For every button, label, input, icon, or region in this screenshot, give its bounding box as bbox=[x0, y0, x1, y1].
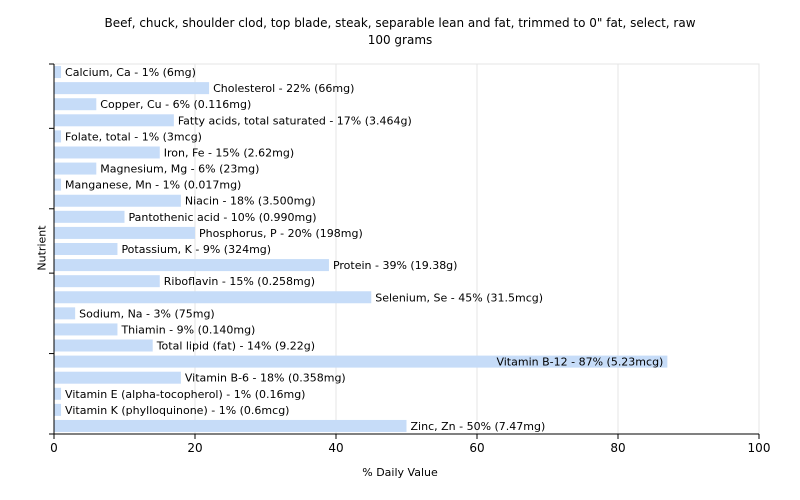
bar bbox=[54, 387, 62, 400]
data-label: Cholesterol - 22% (66mg) bbox=[213, 82, 354, 95]
bar bbox=[54, 114, 174, 127]
bar bbox=[54, 146, 160, 159]
bar bbox=[54, 130, 62, 143]
bar bbox=[54, 226, 195, 239]
x-axis-label: % Daily Value bbox=[362, 466, 438, 479]
data-label: Thiamin - 9% (0.140mg) bbox=[120, 323, 255, 336]
bar bbox=[54, 259, 329, 272]
bar bbox=[54, 371, 181, 384]
data-label: Magnesium, Mg - 6% (23mg) bbox=[100, 163, 259, 176]
data-label: Total lipid (fat) - 14% (9.22g) bbox=[156, 340, 315, 353]
bar bbox=[54, 66, 62, 79]
bar bbox=[54, 98, 97, 111]
data-label: Copper, Cu - 6% (0.116mg) bbox=[100, 98, 251, 111]
data-label: Fatty acids, total saturated - 17% (3.46… bbox=[178, 114, 412, 127]
bar bbox=[54, 82, 210, 95]
data-label: Selenium, Se - 45% (31.5mcg) bbox=[375, 291, 543, 304]
data-label: Niacin - 18% (3.500mg) bbox=[185, 195, 316, 208]
bar bbox=[54, 210, 125, 223]
chart-title: Beef, chuck, shoulder clod, top blade, s… bbox=[104, 16, 696, 30]
bar bbox=[54, 291, 372, 304]
bar bbox=[54, 419, 407, 432]
data-label: Riboflavin - 15% (0.258mg) bbox=[164, 275, 315, 288]
data-label: Vitamin E (alpha-tocopherol) - 1% (0.16m… bbox=[65, 388, 305, 401]
data-label: Protein - 39% (19.38g) bbox=[333, 259, 458, 272]
data-label: Vitamin B-6 - 18% (0.358mg) bbox=[185, 372, 346, 385]
data-label: Folate, total - 1% (3mcg) bbox=[65, 130, 202, 143]
bar bbox=[54, 339, 153, 352]
data-label: Iron, Fe - 15% (2.62mg) bbox=[164, 146, 294, 159]
data-label: Vitamin K (phylloquinone) - 1% (0.6mcg) bbox=[65, 404, 289, 417]
data-label: Manganese, Mn - 1% (0.017mg) bbox=[65, 179, 241, 192]
bar bbox=[54, 194, 181, 207]
bar bbox=[54, 307, 76, 320]
bar bbox=[54, 275, 160, 288]
y-axis-label: Nutrient bbox=[35, 225, 49, 271]
data-label: Potassium, K - 9% (324mg) bbox=[121, 243, 271, 256]
bar bbox=[54, 323, 118, 336]
data-label: Calcium, Ca - 1% (6mg) bbox=[65, 66, 196, 79]
bar bbox=[54, 403, 62, 416]
x-tick-label: 40 bbox=[328, 441, 343, 455]
x-tick-label: 80 bbox=[610, 441, 625, 455]
x-tick-label: 20 bbox=[187, 441, 202, 455]
bar bbox=[54, 355, 668, 368]
bar bbox=[54, 162, 97, 175]
x-tick-label: 0 bbox=[50, 441, 58, 455]
data-label: Zinc, Zn - 50% (7.47mg) bbox=[411, 420, 546, 433]
x-tick-label: 100 bbox=[748, 441, 771, 455]
x-tick-label: 60 bbox=[469, 441, 484, 455]
data-label: Phosphorus, P - 20% (198mg) bbox=[199, 227, 363, 240]
chart-subtitle: 100 grams bbox=[367, 33, 433, 47]
data-label: Sodium, Na - 3% (75mg) bbox=[79, 307, 215, 320]
data-label: Vitamin B-12 - 87% (5.23mcg) bbox=[496, 356, 663, 369]
bar bbox=[54, 243, 118, 255]
bar bbox=[54, 178, 62, 191]
data-label: Pantothenic acid - 10% (0.990mg) bbox=[129, 211, 317, 224]
